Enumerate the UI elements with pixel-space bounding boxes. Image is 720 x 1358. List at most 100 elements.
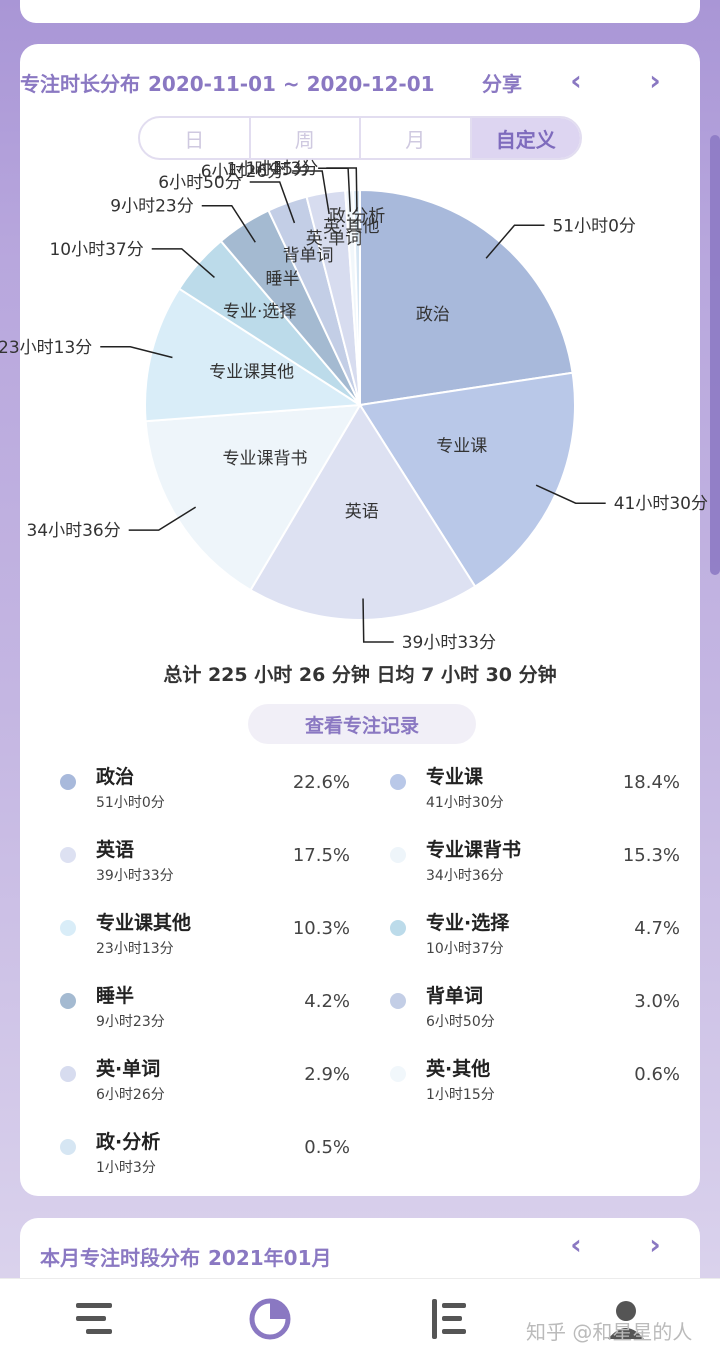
legend-name: 英语 [96,839,135,861]
slice-name-label: 专业课 [436,436,487,456]
slice-duration-label: 23小时13分 [0,338,92,358]
leader-line [201,204,256,243]
monthly-card-title: 本月专注时段分布 2021年01月 [40,1242,332,1271]
legend-name: 政治 [96,766,135,788]
legend-color-dot [60,1066,76,1082]
legend-name: 专业课 [426,766,484,788]
legend-name: 英·其他 [426,1058,491,1080]
legend-duration: 41小时30分 [426,795,504,811]
legend-color-dot [60,774,76,790]
prev-period-icon[interactable]: ‹ [570,64,582,97]
legend-item[interactable]: 背单词 6小时50分 3.0% [390,981,690,1035]
legend-color-dot [60,920,76,936]
legend-color-dot [390,920,406,936]
legend-percent: 2.9% [304,1064,350,1085]
legend-item[interactable]: 专业课其他 23小时13分 10.3% [60,908,360,962]
legend-percent: 22.6% [292,772,350,793]
legend-color-dot [60,1139,76,1155]
view-records-button[interactable]: 查看专注记录 [248,704,476,744]
legend-item[interactable]: 专业课背书 34小时36分 15.3% [390,835,690,889]
period-segmented-control: 日 周 月 自定义 [138,116,582,160]
slice-duration-label: 10小时37分 [49,240,143,260]
slice-duration-label: 1小时15分 [227,159,310,179]
slice-name-label: 睡半 [265,269,299,289]
legend-name: 英·单词 [96,1058,161,1080]
leader-line [128,506,197,531]
leader-line [151,248,215,279]
slice-name-label: 专业课背书 [223,449,308,469]
tab-week[interactable]: 周 [251,118,361,158]
monthly-title-text: 本月专注时段分布 [40,1246,200,1270]
legend-percent: 10.3% [292,918,350,939]
legend-duration: 1小时15分 [426,1087,495,1103]
date-range[interactable]: 2020-11-01 ~ 2020-12-01 [148,72,435,96]
slice-name-label: 专业课其他 [209,363,294,383]
previous-card [20,0,700,23]
tab-day[interactable]: 日 [140,118,251,158]
title-text: 专注时长分布 [20,72,140,96]
legend-percent: 4.7% [634,918,680,939]
legend-name: 背单词 [426,985,484,1007]
legend-duration: 6小时26分 [96,1087,165,1103]
legend-duration: 51小时0分 [96,795,165,811]
leader-line [292,170,330,215]
legend-percent: 17.5% [292,845,350,866]
next-month-icon[interactable]: › [649,1228,661,1261]
tab-month[interactable]: 月 [361,118,472,158]
legend-name: 专业课背书 [426,839,522,861]
legend-percent: 18.4% [622,772,680,793]
share-button[interactable]: 分享 [482,72,522,96]
legend-item[interactable]: 政治 51小时0分 22.6% [60,762,360,816]
month-label[interactable]: 2021年01月 [208,1246,332,1270]
leader-line [485,224,545,259]
slice-duration-label: 9小时23分 [110,197,193,217]
slice-name-label: 政·分析 [329,207,385,227]
legend-duration: 39小时33分 [96,868,174,884]
legend-item[interactable]: 英语 39小时33分 17.5% [60,835,360,889]
legend-percent: 3.0% [634,991,680,1012]
slice-duration-label: 39小时33分 [402,633,496,653]
slice-duration-label: 6小时26分 [201,162,284,182]
legend-duration: 9小时23分 [96,1014,165,1030]
slice-duration-label: 34小时36分 [26,521,120,541]
prev-month-icon[interactable]: ‹ [570,1228,582,1261]
leader-line [326,167,358,212]
slice-name-label: 政治 [416,305,450,325]
legend-item[interactable]: 英·单词 6小时26分 2.9% [60,1054,360,1108]
pie-chart-icon[interactable] [246,1295,294,1343]
legend-item[interactable]: 专业·选择 10小时37分 4.7% [390,908,690,962]
legend-duration: 34小时36分 [426,868,504,884]
legend-percent: 4.2% [304,991,350,1012]
card-header: 专注时长分布 2020-11-01 ~ 2020-12-01 分享 ‹ › [20,64,680,98]
legend-item[interactable]: 专业课 41小时30分 18.4% [390,762,690,816]
tab-custom[interactable]: 自定义 [471,118,580,158]
legend-item[interactable]: 政·分析 1小时3分 0.5% [60,1127,360,1181]
legend-duration: 23小时13分 [96,941,174,957]
legend-color-dot [60,847,76,863]
leader-line [100,346,173,359]
profile-icon[interactable] [602,1295,650,1343]
legend-duration: 6小时50分 [426,1014,495,1030]
legend-name: 专业课其他 [96,912,192,934]
scrollbar[interactable] [710,135,720,575]
legend-item[interactable]: 睡半 9小时23分 4.2% [60,981,360,1035]
legend-duration: 10小时37分 [426,941,504,957]
slice-duration-label: 51小时0分 [552,216,635,236]
watermark: 知乎 @和星星的人 [526,1320,693,1344]
legend-percent: 0.5% [304,1137,350,1158]
next-period-icon[interactable]: › [649,64,661,97]
legend-color-dot [390,993,406,1009]
leader-line [249,181,296,224]
list-icon[interactable] [72,1295,120,1343]
legend-color-dot [390,1066,406,1082]
legend-name: 睡半 [96,985,135,1007]
legend-name: 专业·选择 [426,912,510,934]
slice-duration-label: 41小时30分 [614,494,708,514]
slice-duration-label: 1小时3分 [246,159,319,179]
legend-percent: 0.6% [634,1064,680,1085]
slice-name-label: 英·单词 [306,229,362,249]
timeline-icon[interactable] [424,1295,472,1343]
legend-item[interactable]: 英·其他 1小时15分 0.6% [390,1054,690,1108]
total-summary: 总计 225 小时 26 分钟 日均 7 小时 30 分钟 [163,664,557,686]
